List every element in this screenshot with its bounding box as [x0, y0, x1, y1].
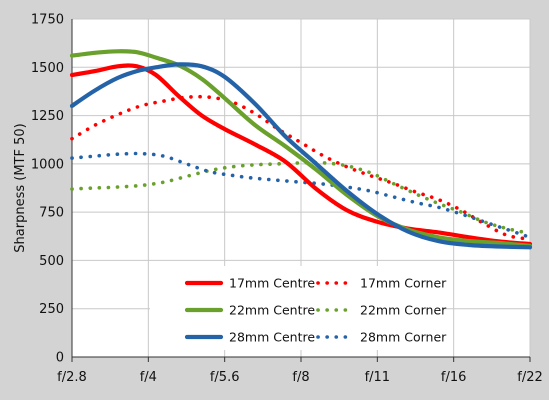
- y-tick-label: 0: [56, 351, 64, 366]
- x-tick-label: f/5.6: [210, 370, 240, 385]
- x-tick-label: f/11: [365, 370, 391, 385]
- y-tick-label: 1250: [31, 109, 64, 124]
- y-tick-label: 500: [39, 254, 64, 269]
- series-lines: [69, 49, 533, 250]
- x-tick-label: f/16: [441, 370, 467, 385]
- x-tick-label: f/2.8: [57, 370, 87, 385]
- series-line-17mm-corner: [70, 94, 532, 241]
- series-line-28mm-centre: [69, 62, 533, 250]
- x-tick-label: f/22: [517, 370, 543, 385]
- y-tick-label: 1000: [31, 157, 64, 172]
- y-tick-label: 750: [39, 206, 64, 221]
- legend-label-28mm-centre: 28mm Centre: [229, 330, 315, 345]
- series-line-22mm-centre: [69, 49, 533, 248]
- y-tick-label: 1500: [31, 61, 64, 76]
- legend-label-17mm-corner: 17mm Corner: [360, 276, 447, 291]
- legend-label-17mm-centre: 17mm Centre: [229, 276, 315, 291]
- series-line-17mm-centre: [69, 63, 533, 247]
- y-axis-label: Sharpness (MTF 50): [13, 123, 28, 252]
- legend-label-28mm-corner: 28mm Corner: [360, 330, 447, 345]
- y-tick-label: 250: [39, 302, 64, 317]
- legend-label-22mm-centre: 22mm Centre: [229, 303, 315, 318]
- x-tick-label: f/8: [292, 370, 309, 385]
- legend: 17mm Centre 17mm Corner 22mm Centre 22mm Co…: [150, 266, 447, 350]
- x-tick-label: f/4: [140, 370, 157, 385]
- legend-label-22mm-corner: 22mm Corner: [360, 303, 447, 318]
- y-tick-label: 1750: [31, 13, 64, 28]
